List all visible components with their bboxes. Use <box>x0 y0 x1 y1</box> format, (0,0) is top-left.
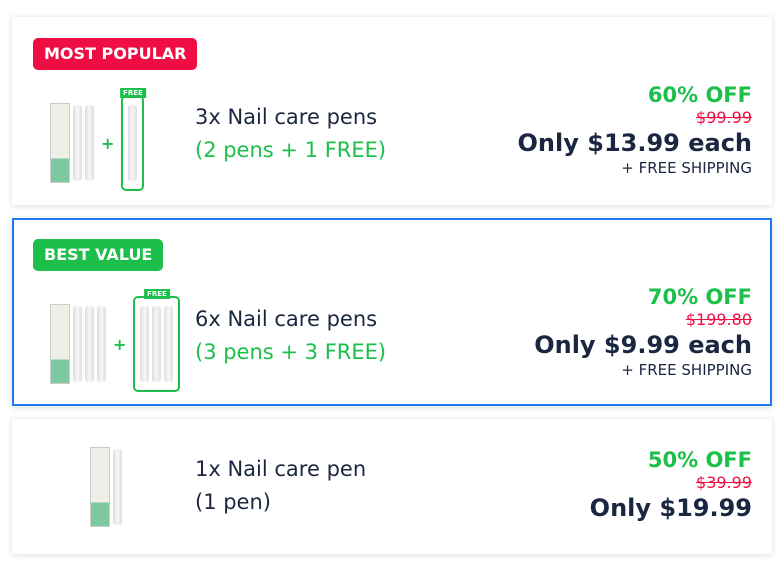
product-image: + FREE <box>50 88 146 191</box>
offer-title: 6x Nail care pens <box>195 307 378 331</box>
offer-title: 3x Nail care pens <box>195 105 378 129</box>
free-pen-image: FREE <box>120 88 146 191</box>
discount: 70% OFF <box>647 285 752 309</box>
shipping: + FREE SHIPPING <box>621 159 752 177</box>
offer-subtitle: (1 pen) <box>195 490 271 514</box>
shipping: + FREE SHIPPING <box>621 361 752 379</box>
offer-card-1x[interactable]: 1x Nail care pen (1 pen) 50% OFF $39.99 … <box>12 419 772 554</box>
price: Only $13.99 each <box>517 129 752 157</box>
offer-subtitle: (3 pens + 3 FREE) <box>195 340 387 364</box>
free-pen-image: FREE <box>133 289 181 392</box>
price: Only $19.99 <box>589 494 752 522</box>
old-price: $39.99 <box>696 473 752 492</box>
offer-subtitle: (2 pens + 1 FREE) <box>195 138 387 162</box>
product-image <box>90 447 122 527</box>
discount: 60% OFF <box>647 83 752 107</box>
old-price: $199.80 <box>685 310 752 329</box>
most-popular-badge: MOST POPULAR <box>33 38 198 70</box>
offer-card-3x[interactable]: MOST POPULAR + FREE 3x Nail care pens (2… <box>12 17 772 205</box>
best-value-badge: BEST VALUE <box>33 239 164 271</box>
price: Only $9.99 each <box>534 331 752 359</box>
product-image: + FREE <box>50 289 181 392</box>
discount: 50% OFF <box>647 448 752 472</box>
offer-title: 1x Nail care pen <box>195 457 367 481</box>
old-price: $99.99 <box>696 108 752 127</box>
offer-card-6x[interactable]: BEST VALUE + FREE 6x Nail care pens (3 p… <box>12 218 772 406</box>
